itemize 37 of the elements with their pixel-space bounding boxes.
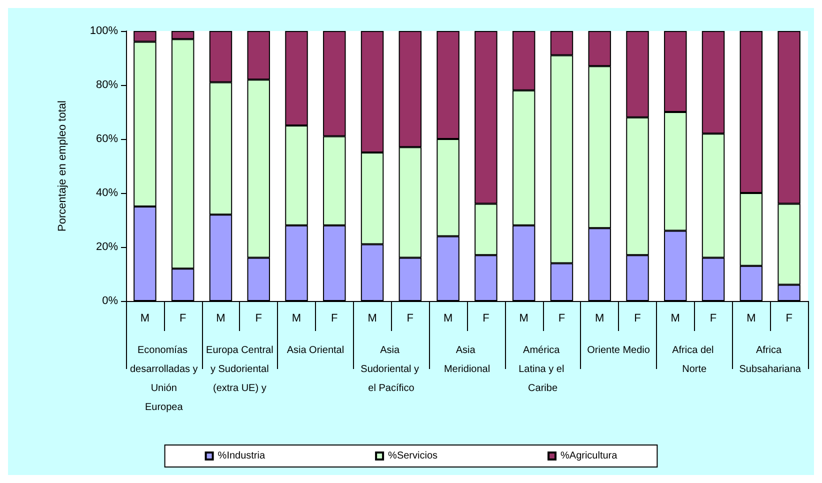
text: Africa del Norte	[672, 345, 717, 375]
x-tick-label: M	[368, 312, 377, 324]
y-tick-label: 100%	[90, 25, 118, 37]
legend-label: %Servicios	[388, 450, 438, 462]
y-tick-label: 40%	[96, 187, 118, 199]
x-tick-label: F	[331, 312, 338, 324]
x-tick-label: M	[140, 312, 150, 324]
text: Oriente Medio	[587, 345, 650, 356]
text: Asia Sudoriental y el Pacífico	[360, 345, 422, 394]
text: Europa Central y Sudoriental (extra UE) y	[206, 345, 274, 394]
x-tick-label: M	[670, 312, 680, 324]
x-tick-label: F	[558, 312, 566, 324]
text: América Latina y el Caribe	[518, 345, 567, 394]
x-tick-label: F	[482, 312, 490, 324]
x-tick-label: F	[255, 312, 262, 324]
y-tick-label: 80%	[96, 79, 118, 91]
x-tick-label: M	[595, 312, 604, 324]
x-tick-label: M	[292, 312, 302, 324]
legend-label: %Industria	[218, 450, 266, 462]
text: Asia Meridional	[444, 345, 490, 375]
x-tick-label: F	[634, 312, 642, 324]
y-tick-label: 20%	[96, 241, 118, 253]
x-tick-label: M	[746, 312, 756, 324]
y-axis-title: Porcentaje en empleo total	[56, 100, 68, 232]
x-tick-label: M	[519, 312, 528, 324]
x-tick-label: M	[216, 312, 226, 324]
x-tick-label: F	[406, 312, 414, 324]
x-tick-label: F	[786, 312, 793, 324]
text: Asia Oriental	[286, 345, 344, 356]
y-tick-label: 60%	[96, 133, 118, 145]
text: Economías desarrolladas y Unión Europea	[130, 345, 198, 413]
y-tick-label: 0%	[102, 295, 118, 307]
x-tick-label: F	[710, 312, 717, 324]
text: Africa Subsahariana	[739, 345, 802, 375]
x-tick-label: F	[179, 312, 186, 324]
legend-label: %Agricultura	[560, 450, 618, 462]
x-tick-label: M	[443, 312, 453, 324]
